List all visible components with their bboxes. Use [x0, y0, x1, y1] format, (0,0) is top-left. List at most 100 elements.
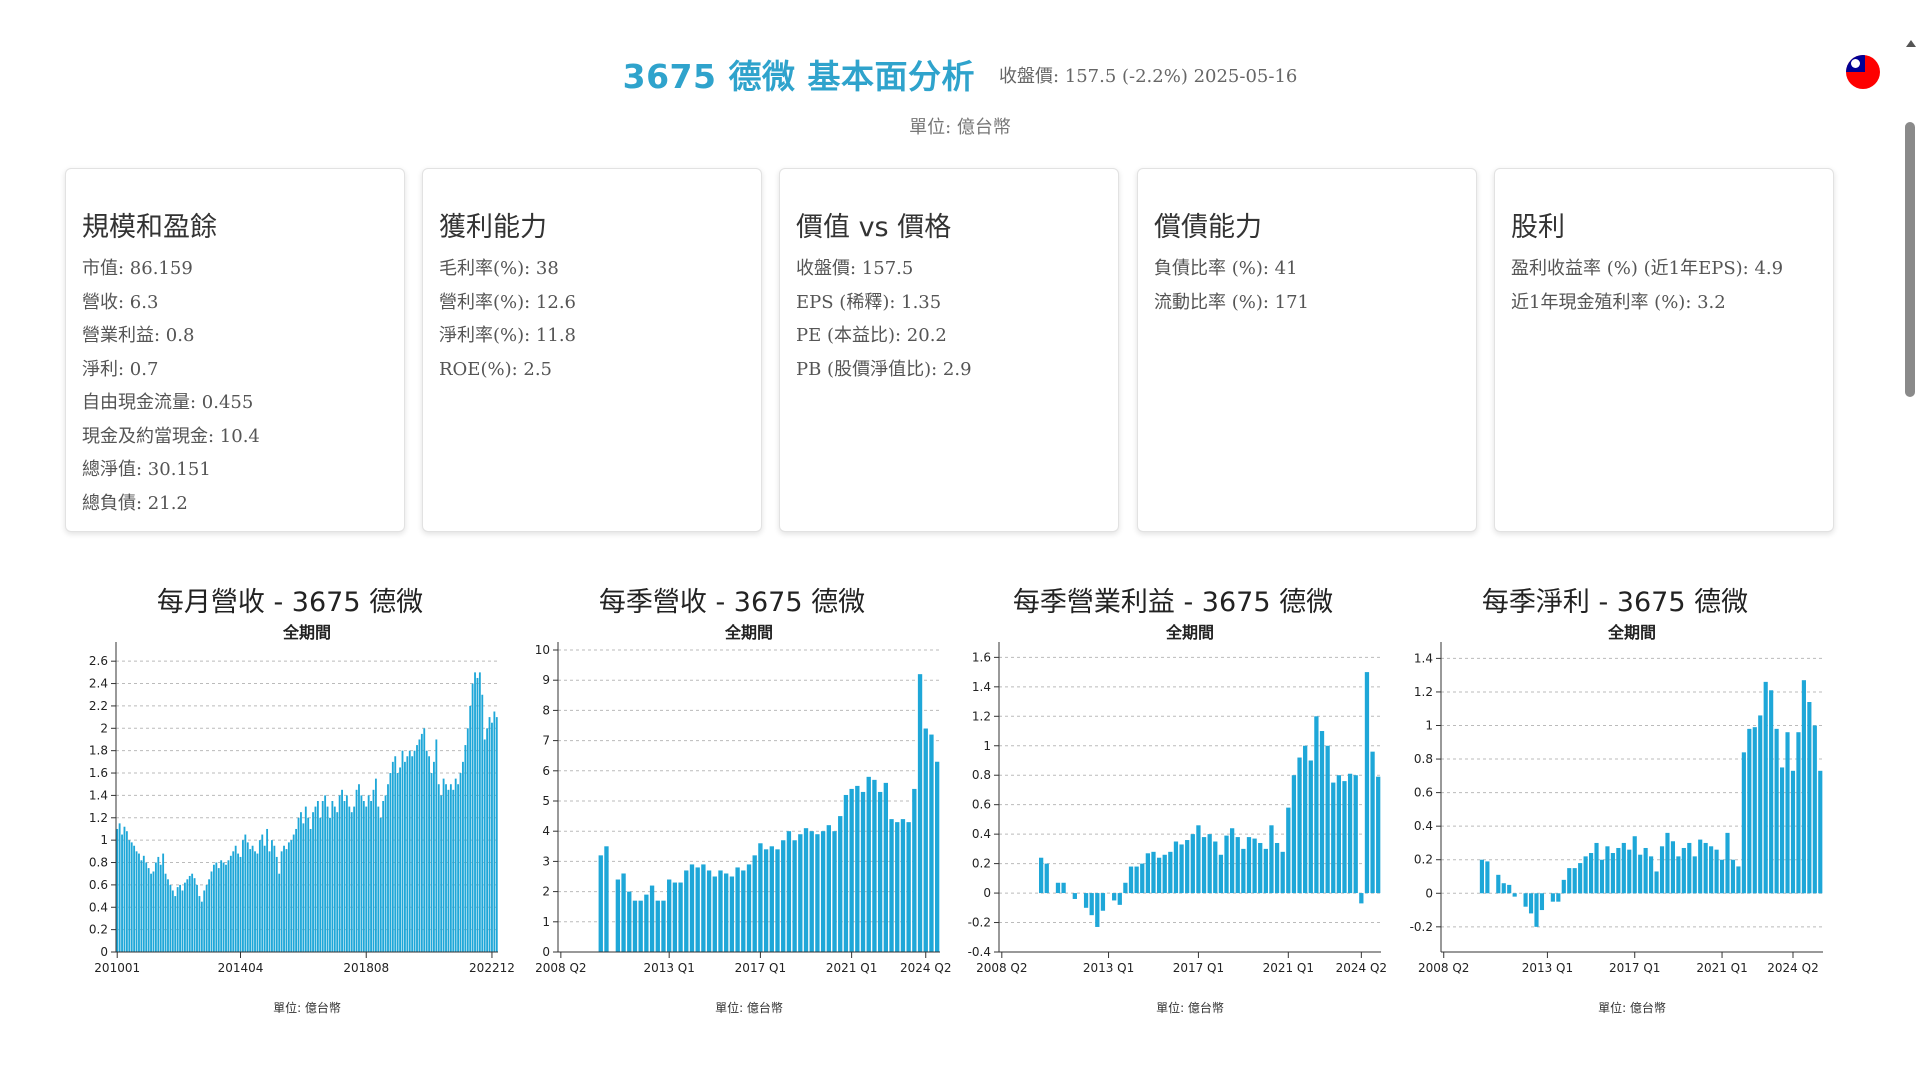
bar — [220, 860, 223, 952]
y-tick-label: 1.4 — [972, 680, 991, 694]
bar — [345, 795, 348, 952]
x-tick-label: 2008 Q2 — [976, 961, 1027, 975]
bar — [1703, 842, 1708, 894]
x-tick-label: 201001 — [94, 961, 140, 975]
y-tick-label: 0 — [983, 886, 991, 900]
bar — [128, 840, 131, 952]
bar — [227, 860, 230, 952]
taiwan-flag-icon[interactable] — [1846, 55, 1880, 89]
bar — [198, 896, 201, 952]
bar — [1534, 893, 1539, 927]
y-tick-label: 2 — [542, 885, 550, 899]
x-tick-label: 2013 Q1 — [1083, 961, 1134, 975]
bar — [832, 831, 837, 952]
bar — [321, 801, 324, 952]
bar — [1632, 836, 1637, 894]
bar — [280, 851, 283, 952]
bar — [661, 900, 666, 952]
bar — [336, 812, 339, 952]
bar — [1556, 893, 1561, 902]
bar — [1140, 863, 1145, 894]
bar — [430, 773, 433, 952]
bar — [1654, 871, 1659, 894]
chart-title: 每季淨利 - 3675 德微 — [1481, 587, 1749, 618]
bar — [604, 846, 609, 952]
bar — [476, 677, 479, 952]
bar — [1643, 847, 1648, 894]
bar — [242, 840, 244, 952]
bar — [1774, 728, 1779, 894]
bar — [1709, 846, 1714, 894]
y-tick-label: 1.2 — [89, 811, 108, 825]
bar — [1325, 745, 1330, 894]
bar — [348, 806, 351, 952]
bar — [418, 739, 421, 952]
bar — [469, 705, 472, 952]
bar — [138, 853, 140, 952]
y-tick-label: 0.8 — [972, 768, 991, 782]
bar — [678, 882, 683, 952]
bar — [746, 864, 752, 952]
bar — [1376, 776, 1381, 894]
bar — [1523, 893, 1528, 907]
bar — [142, 855, 145, 952]
chart-title: 每季營業利益 - 3675 德微 — [1012, 587, 1334, 618]
card-line: 毛利率(%): 38 — [439, 258, 559, 279]
bar — [167, 879, 169, 952]
bar — [203, 890, 206, 952]
bar — [781, 840, 786, 952]
bar — [1297, 757, 1302, 894]
scroll-thumb[interactable] — [1905, 122, 1915, 397]
y-tick-label: 0 — [100, 945, 108, 959]
bar — [271, 840, 273, 952]
bar — [1151, 851, 1156, 894]
bar — [290, 840, 293, 952]
bar — [125, 831, 128, 952]
bar — [1747, 728, 1752, 894]
bar — [193, 878, 196, 952]
bar — [1539, 893, 1545, 911]
page-title: 3675 德微 基本面分析 — [622, 57, 975, 96]
bar — [1610, 853, 1615, 894]
bar — [1550, 893, 1555, 902]
bar — [1213, 841, 1218, 894]
bar — [1168, 851, 1173, 894]
bar — [362, 801, 365, 952]
bar — [292, 834, 295, 952]
y-tick-label: 0 — [1425, 886, 1433, 900]
page-scrollbar[interactable] — [1902, 38, 1920, 1080]
bar — [672, 882, 678, 952]
bar — [1785, 732, 1790, 894]
bar — [150, 873, 152, 952]
bar — [229, 855, 232, 952]
bar — [420, 733, 423, 952]
bar — [169, 884, 172, 952]
bar — [186, 879, 189, 952]
bar — [261, 834, 264, 952]
y-tick-label: 7 — [542, 734, 550, 748]
y-tick-label: 0.4 — [972, 827, 991, 841]
y-tick-label: 0 — [542, 945, 550, 959]
bar — [249, 849, 252, 952]
bar — [181, 890, 184, 952]
card-line: 營利率(%): 12.6 — [439, 291, 577, 313]
chart-quarterly-net-income: 每季淨利 - 3675 德微 全期間 -0.2 0 0.2 0.4 0.6 0.8 1 1.2 1… — [1395, 570, 1835, 1030]
bar — [803, 828, 809, 952]
bar — [1291, 775, 1297, 894]
bar — [1496, 874, 1501, 894]
bar — [121, 834, 123, 952]
bar — [391, 761, 394, 952]
x-tick-label: 2017 Q1 — [1609, 961, 1660, 975]
y-tick-label: 2 — [100, 721, 108, 735]
bar — [353, 806, 356, 952]
chart-subtitle: 全期間 — [724, 623, 773, 642]
bar — [355, 789, 358, 952]
bar — [1235, 837, 1240, 894]
scroll-up-arrow-icon[interactable] — [1906, 40, 1916, 47]
bar — [1512, 893, 1517, 897]
card-dividend: 股利 盈利收益率 (%) (近1年EPS): 4.9 近1年現金殖利率 (%):… — [1494, 168, 1834, 532]
bar — [478, 672, 481, 952]
bar — [895, 822, 900, 952]
bar — [413, 750, 416, 952]
bar — [314, 806, 317, 952]
